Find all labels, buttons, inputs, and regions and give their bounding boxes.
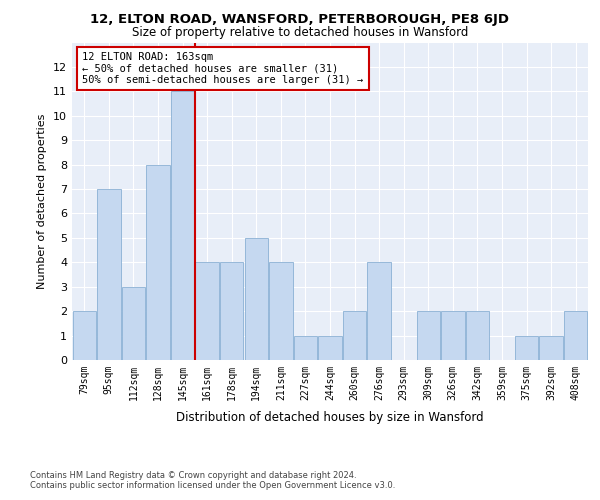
Bar xyxy=(171,92,194,360)
Bar xyxy=(564,311,587,360)
Bar xyxy=(539,336,563,360)
Bar xyxy=(367,262,391,360)
Bar xyxy=(97,189,121,360)
Bar xyxy=(343,311,366,360)
X-axis label: Distribution of detached houses by size in Wansford: Distribution of detached houses by size … xyxy=(176,411,484,424)
Bar xyxy=(441,311,464,360)
Bar xyxy=(416,311,440,360)
Bar xyxy=(466,311,489,360)
Bar xyxy=(196,262,219,360)
Bar xyxy=(294,336,317,360)
Text: 12 ELTON ROAD: 163sqm
← 50% of detached houses are smaller (31)
50% of semi-deta: 12 ELTON ROAD: 163sqm ← 50% of detached … xyxy=(82,52,364,85)
Bar xyxy=(122,286,145,360)
Bar xyxy=(220,262,244,360)
Text: Size of property relative to detached houses in Wansford: Size of property relative to detached ho… xyxy=(132,26,468,39)
Bar xyxy=(73,311,96,360)
Bar xyxy=(269,262,293,360)
Y-axis label: Number of detached properties: Number of detached properties xyxy=(37,114,47,289)
Bar xyxy=(146,164,170,360)
Text: Contains HM Land Registry data © Crown copyright and database right 2024.
Contai: Contains HM Land Registry data © Crown c… xyxy=(30,470,395,490)
Bar xyxy=(319,336,341,360)
Bar xyxy=(515,336,538,360)
Bar xyxy=(245,238,268,360)
Text: 12, ELTON ROAD, WANSFORD, PETERBOROUGH, PE8 6JD: 12, ELTON ROAD, WANSFORD, PETERBOROUGH, … xyxy=(91,12,509,26)
